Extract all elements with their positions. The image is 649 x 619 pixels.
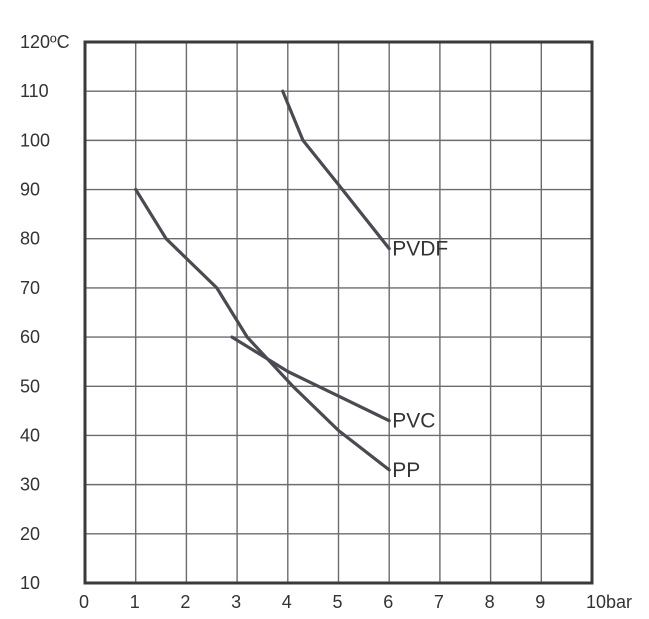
series-labels: PVDF PP PVC: [392, 238, 448, 482]
y-tick-label: 70: [20, 278, 40, 298]
y-tick-label: 120ºC: [20, 32, 70, 52]
y-axis-ticks: 10 20 30 40 50 60 70 80 90 100 110 120ºC: [20, 32, 70, 593]
y-tick-label: 110: [20, 81, 49, 101]
x-tick-label: 8: [485, 592, 495, 612]
y-tick-label: 50: [20, 376, 40, 396]
y-tick-label: 40: [20, 425, 40, 445]
x-tick-label: 1: [130, 592, 140, 612]
x-tick-label: 5: [333, 592, 343, 612]
series-label-pvc: PVC: [392, 410, 435, 433]
x-axis-ticks: 0 1 2 3 4 5 6 7 8 9 10bar: [79, 592, 632, 612]
series-line-pvc: [230, 335, 391, 423]
x-tick-label: 6: [383, 592, 393, 612]
y-tick-label: 60: [20, 327, 40, 347]
x-tick-label: 10bar: [586, 592, 632, 612]
x-tick-label: 7: [434, 592, 444, 612]
x-tick-label: 2: [180, 592, 190, 612]
y-tick-label: 90: [20, 180, 40, 200]
series-lines: [134, 89, 391, 472]
series-label-pvdf: PVDF: [392, 238, 448, 261]
grid: [85, 42, 592, 583]
y-tick-label: 20: [20, 524, 40, 544]
y-tick-label: 100: [20, 130, 50, 150]
y-tick-label: 80: [20, 229, 40, 249]
plot-border: [83, 40, 594, 585]
x-tick-label: 4: [282, 592, 292, 612]
series-line-pvdf: [281, 89, 391, 251]
plot-frame: [83, 40, 594, 585]
y-tick-label: 30: [20, 475, 40, 495]
series-line-pp: [134, 187, 391, 472]
x-tick-label: 9: [535, 592, 545, 612]
y-tick-label: 10: [20, 573, 40, 593]
series-label-pp: PP: [392, 459, 420, 482]
x-tick-label: 0: [79, 592, 89, 612]
x-tick-label: 3: [231, 592, 241, 612]
